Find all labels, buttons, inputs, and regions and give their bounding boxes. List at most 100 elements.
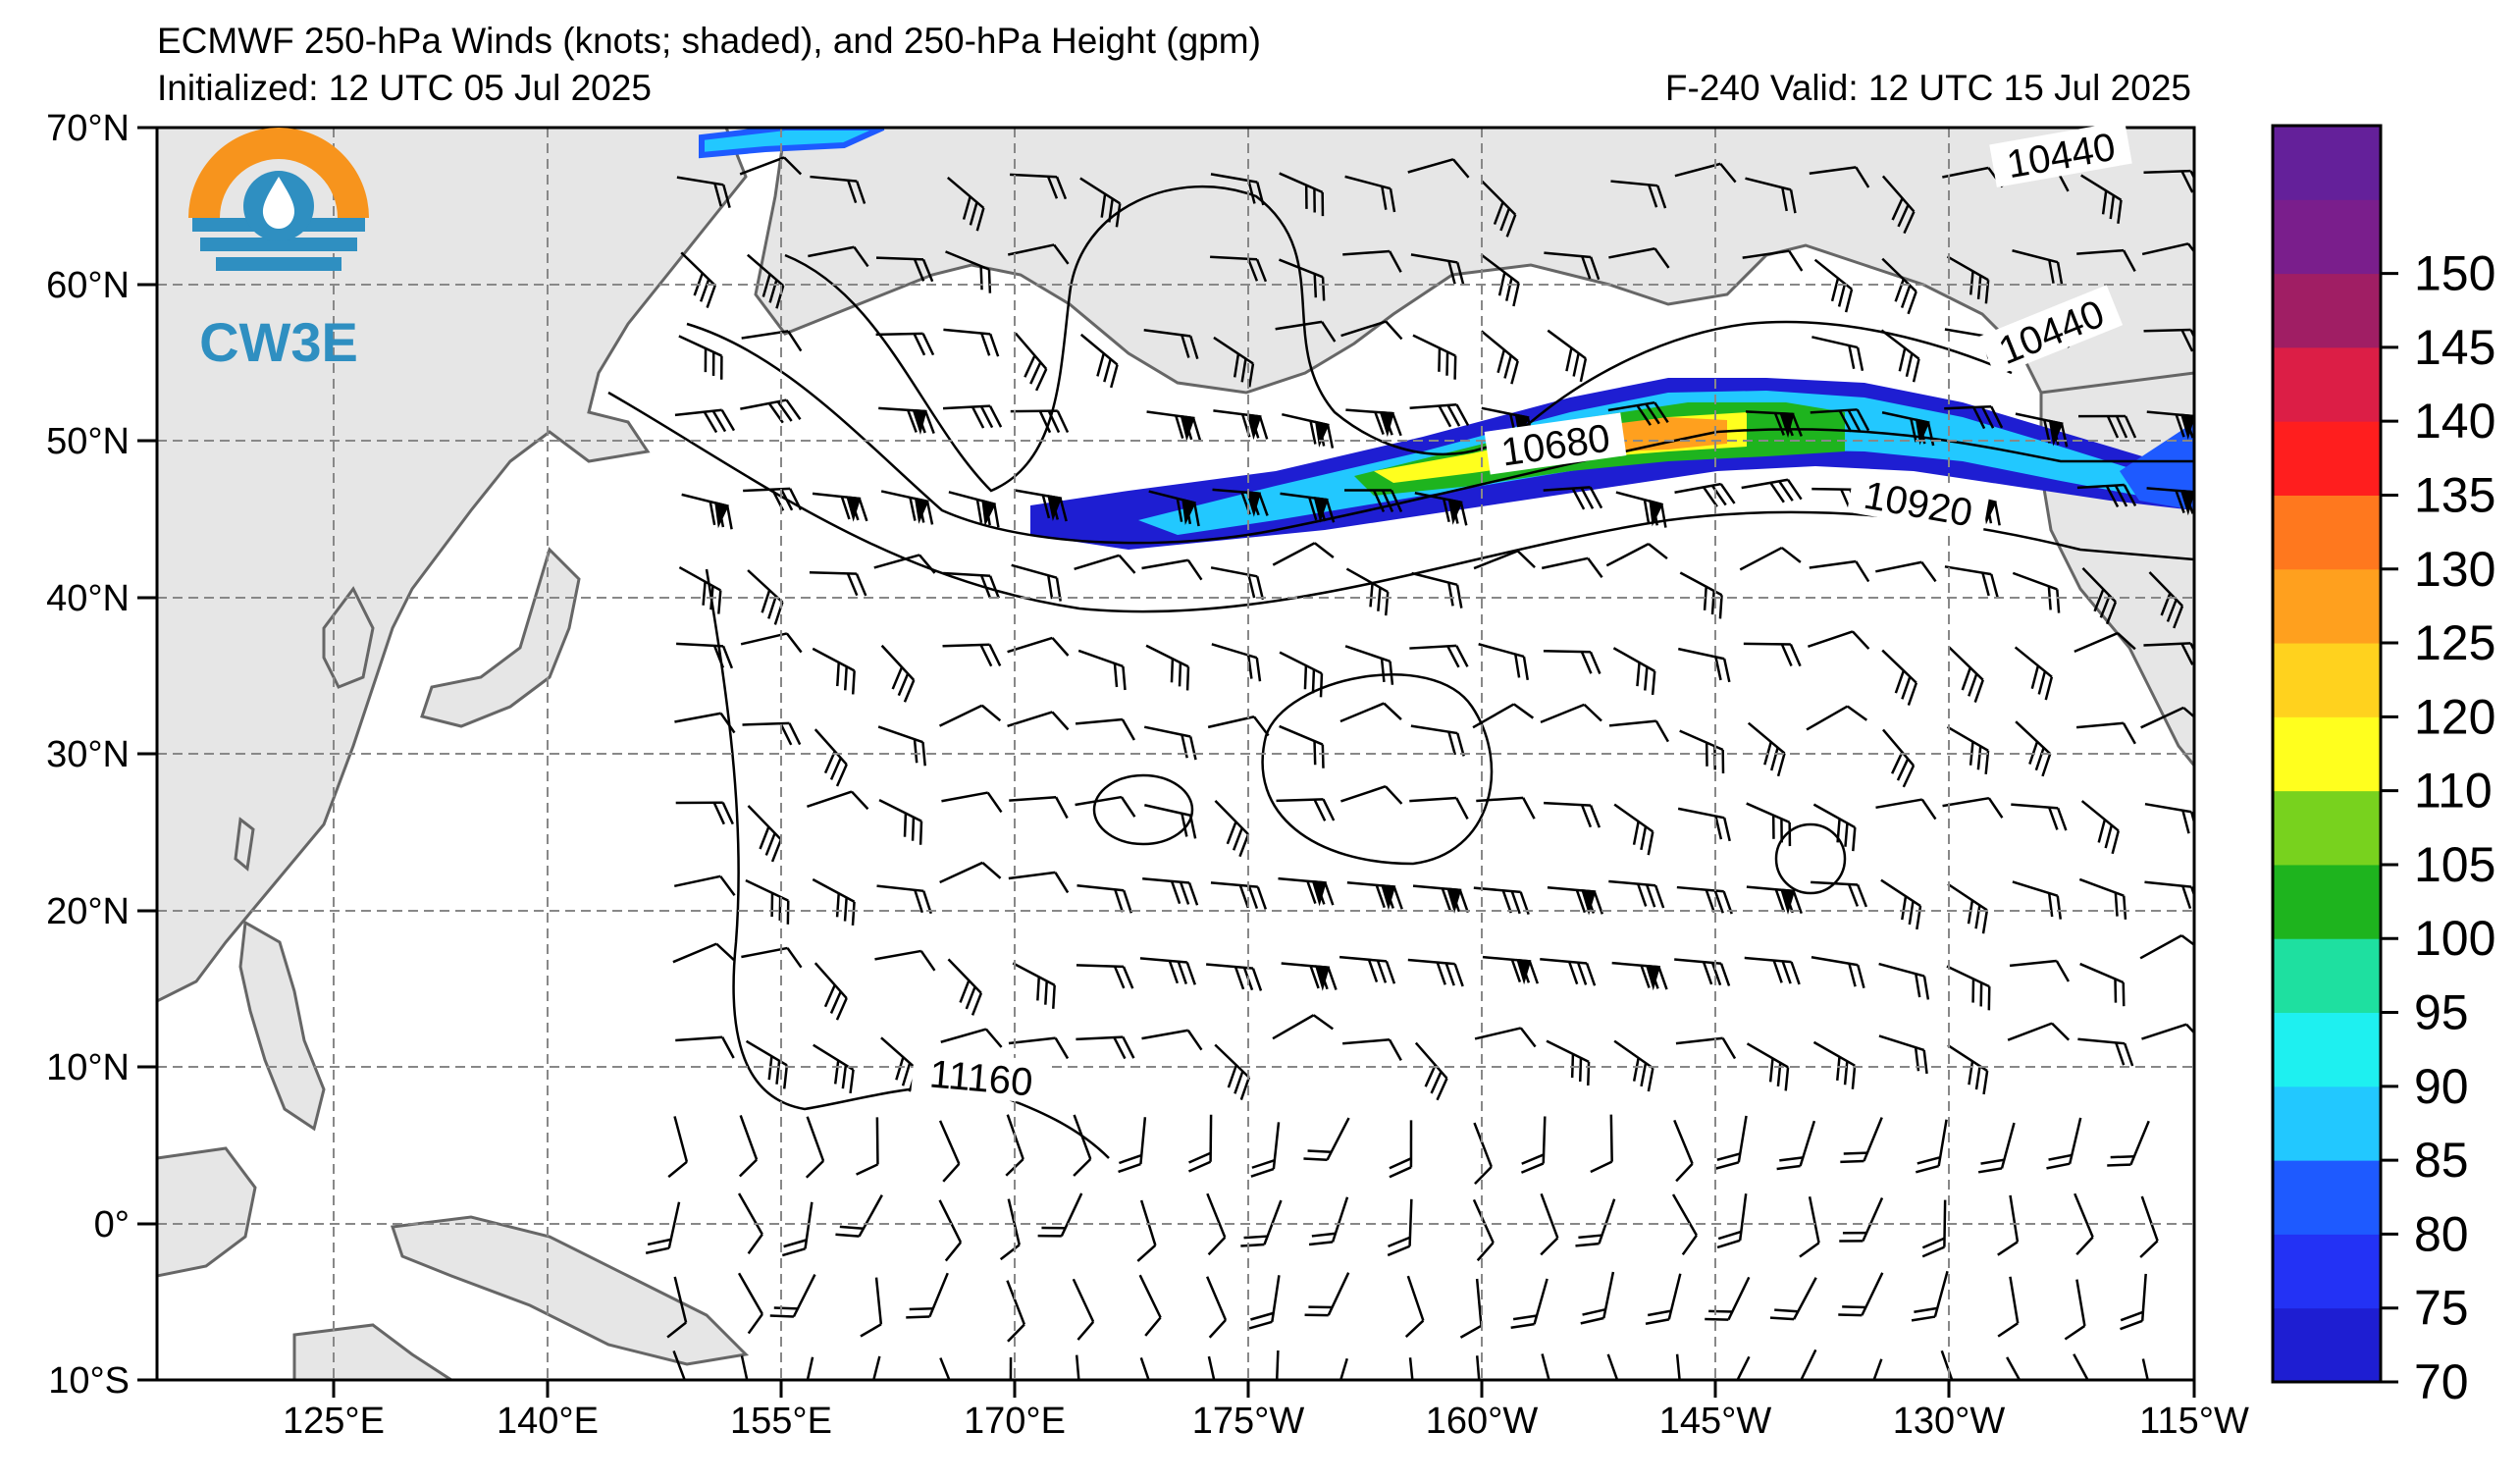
wind-barb [940, 1028, 1003, 1048]
colorbar: 70 75 80 85 90 95 100 105 110 120 125 130 135 140 145 1… [2271, 124, 2495, 1409]
wind-barb [1606, 1353, 1626, 1380]
wind-barb [1214, 1043, 1251, 1100]
wind-barb [2141, 242, 2194, 264]
colorbar-tick-label: 135 [2414, 467, 2495, 522]
jet-shade-80 [1138, 391, 2139, 535]
wind-barb [1911, 1270, 1949, 1322]
wind-barb [1282, 412, 1335, 449]
colorbar-tick-label: 80 [2414, 1206, 2469, 1261]
wind-barb [739, 156, 803, 176]
wind-barb [1207, 715, 1270, 737]
wind-barb [1008, 1036, 1070, 1060]
wind-barb [1344, 175, 1396, 213]
wind-barb [1480, 253, 1520, 307]
wind-barb [2141, 1023, 2194, 1043]
colorbar-segment [2273, 346, 2381, 422]
wind-barb [1726, 1355, 1751, 1380]
wind-barb [1141, 558, 1203, 581]
wind-barb [2009, 959, 2071, 982]
wind-barb [2011, 803, 2068, 831]
wind-barb [1875, 798, 1937, 821]
lon-label: 155°E [730, 1401, 832, 1442]
wind-barb [1007, 243, 1070, 265]
wind-barb [1072, 1278, 1095, 1341]
wind-barb [880, 490, 934, 525]
wind-barb [1881, 728, 1916, 788]
land-indonesia [157, 1146, 257, 1278]
wind-barb [1389, 1120, 1413, 1179]
wind-barb [2075, 721, 2136, 745]
wind-barb [1006, 1280, 1026, 1343]
wind-barb [1210, 255, 1268, 283]
wind-barb [1881, 649, 1918, 706]
logo-ring [188, 128, 369, 218]
svg-text:11160: 11160 [927, 1052, 1034, 1104]
wind-barbs [645, 156, 2194, 1380]
wind-barb [1339, 702, 1402, 723]
wind-barb [1345, 408, 1402, 438]
wind-barb [1303, 1117, 1350, 1161]
wind-barb [667, 1116, 689, 1179]
wind-barb [1340, 785, 1403, 805]
colorbar-segment [2273, 1234, 2381, 1309]
wind-barb [1546, 1039, 1591, 1086]
wind-barb [1809, 559, 1870, 583]
wind-barb [1409, 796, 1469, 820]
wind-barb [1510, 1278, 1549, 1330]
wind-barb [1745, 177, 1797, 214]
latitude-labels: 70°N 60°N 50°N 40°N 30°N 20°N 10°N 0° 10°S [46, 108, 157, 1402]
wind-barb [1482, 955, 1540, 985]
wind-barb [2143, 642, 2194, 665]
wind-barb [1946, 965, 1991, 1011]
wind-barb [1472, 703, 1535, 729]
contour-closed-center [1261, 673, 1494, 866]
wind-barb [1211, 643, 1262, 682]
wind-barb [1387, 1198, 1413, 1257]
wind-barb [1136, 1199, 1157, 1262]
wind-barb [1276, 798, 1336, 821]
wind-barb [674, 712, 736, 734]
wind-barb [2079, 962, 2126, 1007]
colorbar-segment [2273, 421, 2381, 496]
wind-barb [1037, 1192, 1083, 1238]
wind-barb [1812, 803, 1857, 852]
land-taiwan [234, 817, 255, 872]
wind-barb [2078, 877, 2127, 920]
land-japan [420, 547, 581, 728]
wind-barb [1206, 1192, 1227, 1256]
wind-barb [1272, 542, 1335, 566]
wind-barb [1076, 1035, 1135, 1060]
wind-barb [1345, 567, 1390, 616]
wind-barb [1540, 1192, 1559, 1256]
wind-barb [1674, 958, 1731, 986]
wind-barb [1279, 724, 1325, 768]
wind-barb [999, 1198, 1022, 1261]
wind-barb [2012, 880, 2063, 920]
wind-barb [678, 335, 723, 380]
lon-label: 125°E [283, 1401, 385, 1442]
wind-barb [813, 1043, 855, 1094]
wind-barb [1744, 956, 1801, 985]
wind-barb [1811, 956, 1865, 988]
wind-barb [1077, 649, 1127, 691]
wind-barb [1014, 332, 1048, 392]
wind-barb [1009, 1356, 1013, 1380]
wind-barb [1544, 251, 1601, 281]
wind-barb [1745, 410, 1803, 439]
wind-barb [1476, 796, 1536, 820]
wind-barb [781, 1201, 814, 1257]
wind-barb [1541, 556, 1603, 578]
wind-barb [1544, 801, 1601, 828]
wind-barb [738, 1115, 759, 1178]
wind-barb [1007, 711, 1070, 731]
wind-barb [1607, 400, 1669, 426]
wind-barb [2012, 249, 2064, 287]
wind-barb [1340, 320, 1403, 341]
wind-barb [1605, 543, 1668, 567]
wind-barb [1339, 955, 1396, 984]
contour-label-10680: 10680 [1484, 412, 1627, 475]
wind-barb [1145, 644, 1190, 691]
wind-barb [1540, 703, 1602, 724]
wind-barb [672, 1350, 692, 1380]
